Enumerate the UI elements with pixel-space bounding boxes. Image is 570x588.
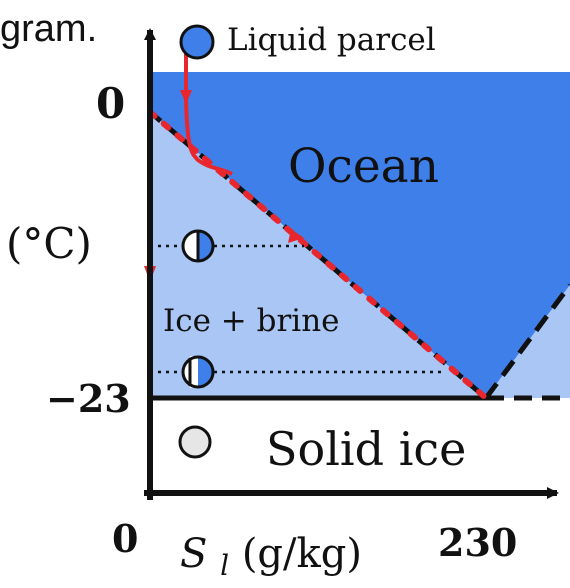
solid-ice-label: Solid ice <box>266 422 466 476</box>
solid-ice-parcel-icon <box>178 425 212 459</box>
x-tick-230: 230 <box>438 520 517 565</box>
mostly-ice-parcel-icon <box>181 355 215 389</box>
caption-fragment: gram. <box>0 8 97 50</box>
right-phase-boundary <box>483 283 570 400</box>
y-tick-zero: 0 <box>96 79 125 128</box>
descent-curve <box>184 54 233 176</box>
x-axis-subscript: l <box>220 549 229 582</box>
partial-ice-parcel-icon <box>181 229 215 263</box>
x-axis-units: (g/kg) <box>242 531 362 577</box>
liquid-parcel-icon <box>179 24 215 60</box>
ocean-region <box>150 72 570 398</box>
slope-arrow-icon <box>288 229 304 243</box>
x-tick-zero: 0 <box>112 516 138 561</box>
x-axis-label: S l (g/kg) <box>180 531 362 585</box>
liquid-parcel-label: Liquid parcel <box>227 22 436 58</box>
y-axis-label: (°C) <box>6 219 92 268</box>
y-tick-minus23: −23 <box>46 376 131 421</box>
x-axis-symbol: S <box>180 531 207 577</box>
ocean-label: Ocean <box>288 139 439 194</box>
freezing-path-line <box>147 109 489 401</box>
solid-ice-region <box>150 398 550 492</box>
descent-arrow-icon <box>180 90 192 104</box>
ice-brine-label: Ice + brine <box>163 303 340 339</box>
